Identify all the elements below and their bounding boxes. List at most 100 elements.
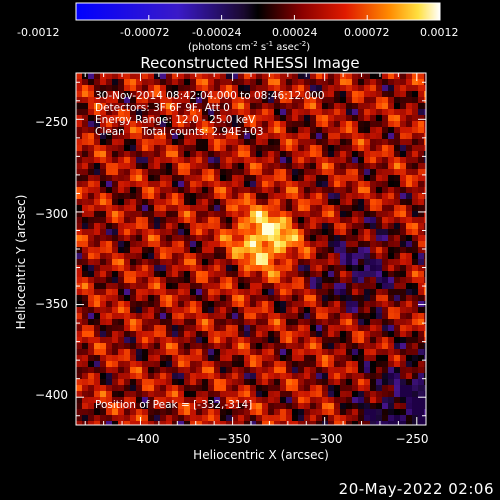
heatmap-cell — [172, 343, 178, 349]
heatmap-cell — [94, 295, 100, 301]
heatmap-cell — [100, 361, 106, 367]
heatmap-cell — [328, 373, 334, 379]
heatmap-cell — [244, 373, 250, 379]
heatmap-cell — [298, 187, 304, 193]
heatmap-cell — [310, 217, 316, 223]
heatmap-cell — [190, 97, 196, 103]
heatmap-cell — [352, 343, 358, 349]
heatmap-cell — [340, 229, 346, 235]
heatmap-cell — [280, 403, 286, 409]
heatmap-cell — [280, 127, 286, 133]
heatmap-cell — [244, 223, 250, 229]
heatmap-cell — [268, 403, 274, 409]
heatmap-cell — [166, 343, 172, 349]
heatmap-cell — [298, 175, 304, 181]
heatmap-cell — [106, 295, 112, 301]
heatmap-cell — [328, 337, 334, 343]
heatmap-cell — [142, 343, 148, 349]
heatmap-cell — [268, 259, 274, 265]
heatmap-cell — [424, 163, 426, 169]
heatmap-cell — [136, 241, 142, 247]
heatmap-cell — [256, 319, 262, 325]
generation-date: 20-May-2022 02:06 — [338, 480, 494, 498]
heatmap-cell — [310, 151, 316, 157]
heatmap-cell — [364, 193, 370, 199]
heatmap-cell — [304, 79, 310, 85]
heatmap-cell — [178, 211, 184, 217]
heatmap-cell — [268, 289, 274, 295]
heatmap-cell — [88, 73, 94, 79]
heatmap-cell — [220, 259, 226, 265]
heatmap-cell — [274, 259, 280, 265]
heatmap-cell — [106, 79, 112, 85]
heatmap-cell — [250, 331, 256, 337]
heatmap-cell — [358, 235, 364, 241]
heatmap-cell — [238, 145, 244, 151]
heatmap-cell — [112, 337, 118, 343]
heatmap-cell — [334, 283, 340, 289]
heatmap-cell — [334, 361, 340, 367]
heatmap-cell — [88, 181, 94, 187]
heatmap-cell — [394, 121, 400, 127]
heatmap-cell — [250, 181, 256, 187]
heatmap-cell — [382, 247, 388, 253]
heatmap-cell — [190, 211, 196, 217]
heatmap-cell — [226, 277, 232, 283]
heatmap-cell — [376, 109, 382, 115]
heatmap-cell — [358, 241, 364, 247]
heatmap-cell — [400, 175, 406, 181]
heatmap-cell — [202, 355, 208, 361]
heatmap-cell — [82, 139, 88, 145]
heatmap-cell — [394, 145, 400, 151]
heatmap-cell — [364, 265, 370, 271]
heatmap-cell — [208, 361, 214, 367]
heatmap-cell — [178, 127, 184, 133]
heatmap-cell — [250, 349, 256, 355]
heatmap-cell — [184, 157, 190, 163]
heatmap-cell — [100, 157, 106, 163]
heatmap-cell — [190, 229, 196, 235]
heatmap-cell — [388, 325, 394, 331]
heatmap-cell — [166, 73, 172, 79]
heatmap-cell — [190, 217, 196, 223]
heatmap-cell — [190, 301, 196, 307]
heatmap-cell — [178, 403, 184, 409]
heatmap-cell — [124, 85, 130, 91]
heatmap-cell — [406, 301, 412, 307]
heatmap-cell — [88, 313, 94, 319]
heatmap-cell — [334, 73, 340, 79]
heatmap-cell — [262, 313, 268, 319]
heatmap-cell — [412, 277, 418, 283]
heatmap-cell — [154, 415, 160, 421]
heatmap-cell — [298, 223, 304, 229]
heatmap-cell — [262, 277, 268, 283]
heatmap-cell — [286, 133, 292, 139]
heatmap-cell — [274, 145, 280, 151]
heatmap-cell — [400, 367, 406, 373]
heatmap-cell — [214, 307, 220, 313]
heatmap-cell — [154, 175, 160, 181]
heatmap-cell — [130, 367, 136, 373]
heatmap-cell — [370, 163, 376, 169]
heatmap-cell — [406, 73, 412, 79]
heatmap-cell — [214, 421, 220, 425]
heatmap-cell — [124, 115, 130, 121]
heatmap-cell — [280, 211, 286, 217]
heatmap-cell — [226, 103, 232, 109]
heatmap-cell — [124, 229, 130, 235]
heatmap-cell — [178, 331, 184, 337]
heatmap-cell — [328, 271, 334, 277]
heatmap-cell — [364, 187, 370, 193]
heatmap-cell — [274, 241, 280, 247]
heatmap-cell — [106, 271, 112, 277]
heatmap-cell — [424, 121, 426, 127]
heatmap-cell — [208, 415, 214, 421]
heatmap-cell — [100, 277, 106, 283]
heatmap-cell — [184, 211, 190, 217]
heatmap-cell — [376, 385, 382, 391]
heatmap-cell — [100, 151, 106, 157]
heatmap-cell — [124, 247, 130, 253]
heatmap-cell — [394, 103, 400, 109]
heatmap-cell — [190, 247, 196, 253]
heatmap-cell — [196, 229, 202, 235]
